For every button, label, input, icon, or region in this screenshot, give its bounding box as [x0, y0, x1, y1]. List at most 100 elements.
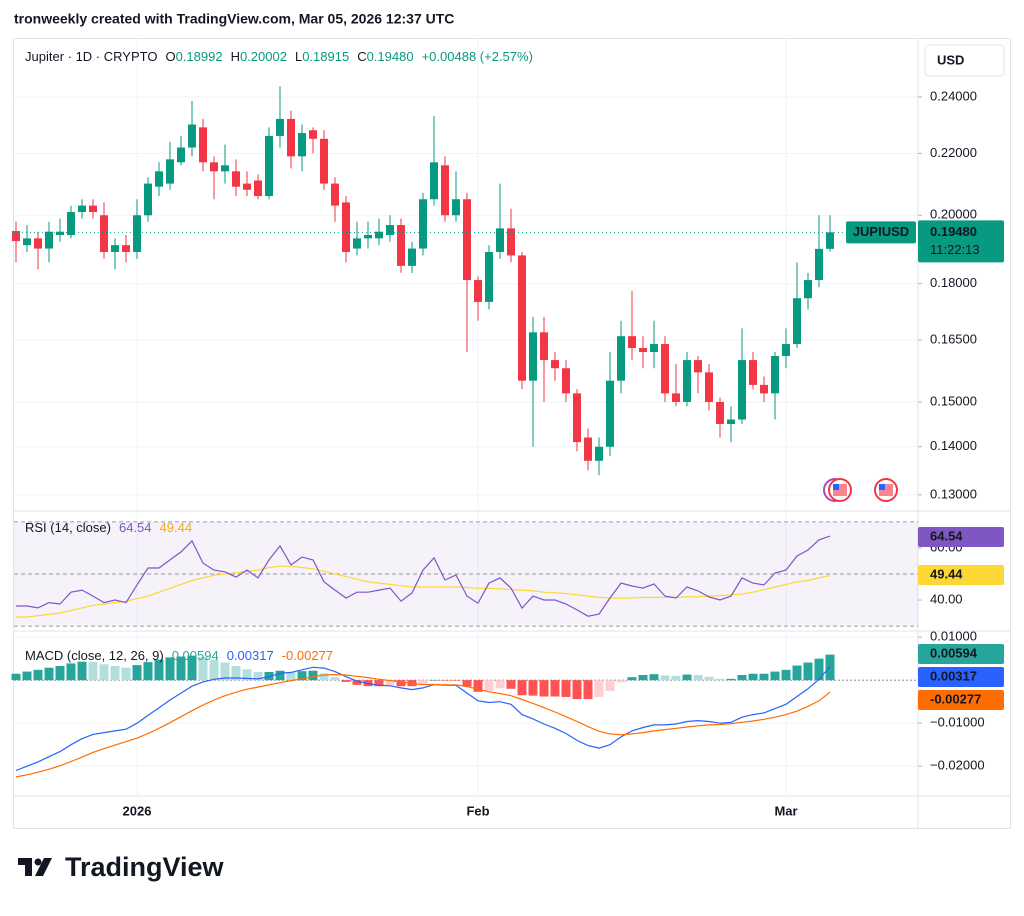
- histogram-bar: [99, 664, 109, 681]
- candle-body: [463, 199, 471, 281]
- axis-label: -0.00277: [930, 691, 981, 706]
- histogram-bar: [88, 662, 98, 681]
- histogram-bar: [682, 674, 692, 681]
- legend-title: MACD (close, 12, 26, 9): [25, 648, 164, 663]
- histogram-bar: [770, 671, 780, 681]
- brand-logo: TradingView: [18, 852, 225, 882]
- y-tick-label: 40.00: [930, 591, 963, 606]
- ohlc-key: O: [165, 49, 175, 64]
- macd-legend: MACD (close, 12, 26, 9) 0.00594 0.00317 -0.…: [25, 648, 333, 663]
- legend-value: 64.54: [119, 520, 152, 535]
- histogram-bar: [121, 667, 131, 681]
- candle-body: [749, 360, 757, 385]
- candle-body: [595, 446, 603, 461]
- histogram-bar: [308, 670, 318, 681]
- histogram-bar: [440, 680, 450, 681]
- candle-body: [650, 344, 658, 353]
- candle-body: [430, 162, 438, 200]
- histogram-bar: [671, 675, 681, 681]
- candle-body: [518, 255, 526, 381]
- candle-body: [540, 332, 548, 361]
- candle-body: [111, 245, 119, 252]
- histogram-bar: [396, 680, 406, 687]
- candle-body: [661, 344, 669, 394]
- candle-body: [694, 360, 702, 373]
- histogram-bar: [484, 680, 494, 691]
- histogram-bar: [77, 661, 87, 681]
- histogram-bar: [66, 663, 76, 681]
- histogram-bar: [374, 680, 384, 687]
- histogram-bar: [352, 680, 362, 685]
- axis-label: 0.00594: [930, 645, 978, 660]
- candle-body: [309, 130, 317, 139]
- candle-body: [155, 171, 163, 187]
- candle-body: [727, 419, 735, 424]
- candle-body: [804, 280, 812, 299]
- x-tick-label: Feb: [466, 803, 489, 818]
- histogram-bar: [594, 680, 604, 697]
- currency-button[interactable]: [924, 44, 1005, 77]
- symbol-tag-box: [846, 221, 916, 244]
- candle-body: [782, 344, 790, 357]
- candle-body: [375, 231, 383, 239]
- candle-body: [573, 393, 581, 443]
- candle-body: [353, 238, 361, 249]
- candle-body: [265, 135, 273, 197]
- candle-body: [199, 127, 207, 163]
- price-label: 0.19480: [930, 224, 977, 239]
- y-tick-label: 0.13000: [930, 486, 977, 501]
- histogram-bar: [660, 675, 670, 681]
- candle-body: [166, 159, 174, 184]
- y-tick-label: −0.01000: [930, 715, 985, 730]
- histogram-bar: [176, 656, 186, 681]
- candle-body: [672, 393, 680, 402]
- ohlc-value: 0.18992: [176, 49, 223, 64]
- rsi-legend: RSI (14, close) 64.54 49.44: [25, 520, 192, 535]
- histogram-bar: [583, 680, 593, 700]
- histogram-bar: [561, 680, 571, 697]
- brand: TradingView: [65, 852, 225, 882]
- candle-body: [408, 248, 416, 266]
- ohlc-value: 0.18915: [302, 49, 349, 64]
- candle-body: [628, 336, 636, 349]
- histogram-bar: [517, 680, 527, 696]
- histogram-bar: [242, 669, 252, 681]
- candle-body: [276, 118, 284, 136]
- candle-body: [45, 231, 53, 249]
- candle-body: [551, 360, 559, 369]
- candle-body: [474, 280, 482, 302]
- candle-body: [243, 183, 251, 190]
- histogram-bar: [792, 665, 802, 681]
- candle-body: [232, 171, 240, 187]
- histogram-bar: [22, 671, 32, 681]
- axis-label-box: [918, 527, 1004, 547]
- histogram-bar: [539, 680, 549, 697]
- candle-body: [705, 372, 713, 402]
- change: +0.00488 (+2.57%): [422, 49, 533, 64]
- histogram-bar: [737, 675, 747, 681]
- currency[interactable]: USD: [937, 52, 964, 67]
- histogram-bar: [781, 669, 791, 681]
- histogram-bar: [704, 676, 714, 681]
- logo-mark: [34, 858, 42, 866]
- histogram-bar: [209, 659, 219, 681]
- histogram-bar: [319, 673, 329, 681]
- countdown: 11:22:13: [930, 242, 980, 257]
- candle-body: [760, 384, 768, 394]
- candle-body: [793, 298, 801, 345]
- histogram-bar: [803, 662, 813, 681]
- histogram-bar: [451, 680, 461, 681]
- histogram-bar: [297, 671, 307, 681]
- symbol-tag: JUPIUSD: [853, 224, 909, 239]
- candle-body: [221, 165, 229, 172]
- histogram-bar: [627, 677, 637, 681]
- candle-body: [364, 235, 372, 239]
- candle-body: [815, 248, 823, 281]
- axis-label: 0.00317: [930, 668, 977, 683]
- candle-body: [287, 118, 295, 157]
- histogram-bar: [715, 678, 725, 681]
- ohlc-key: L: [295, 49, 302, 64]
- histogram-bar: [198, 656, 208, 681]
- macd-line: [15, 666, 831, 772]
